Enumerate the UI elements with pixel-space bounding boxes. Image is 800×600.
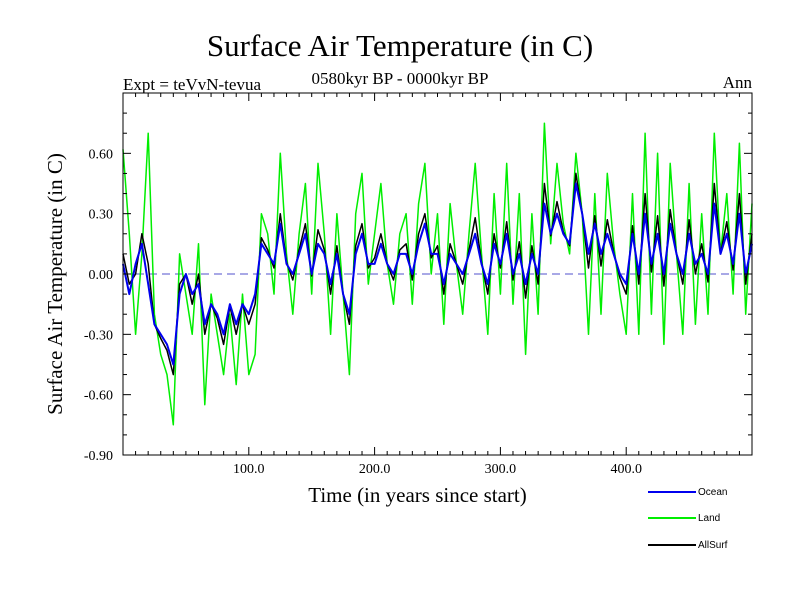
y-tick-label: -0.90: [84, 449, 113, 464]
series-line-land: [122, 122, 753, 426]
legend-label-land: Land: [698, 513, 720, 524]
legend-label-ocean: Ocean: [698, 487, 727, 498]
x-tick-label: 300.0: [485, 462, 517, 477]
chart-subtitle: 0580kyr BP - 0000kyr BP: [311, 69, 489, 88]
y-tick-label: -0.60: [84, 389, 113, 404]
chart-title: Surface Air Temperature (in C): [206, 28, 594, 63]
legend-label-allsurf: AllSurf: [698, 540, 728, 551]
season-label: Ann: [722, 73, 752, 92]
y-tick-label: -0.30: [84, 328, 113, 343]
x-tick-label: 400.0: [610, 462, 642, 477]
x-tick-label: 100.0: [233, 462, 265, 477]
x-axis-label: Time (in years since start): [308, 483, 527, 507]
y-tick-label: 0.30: [89, 208, 114, 223]
y-axis-label: Surface Air Temperature (in C): [43, 153, 67, 415]
experiment-label: Expt = teVvN-tevua: [123, 75, 261, 94]
y-tick-label: 0.00: [89, 268, 114, 283]
x-tick-label: 200.0: [359, 462, 391, 477]
y-tick-label: 0.60: [89, 147, 114, 162]
series-line-ocean: [122, 182, 753, 366]
